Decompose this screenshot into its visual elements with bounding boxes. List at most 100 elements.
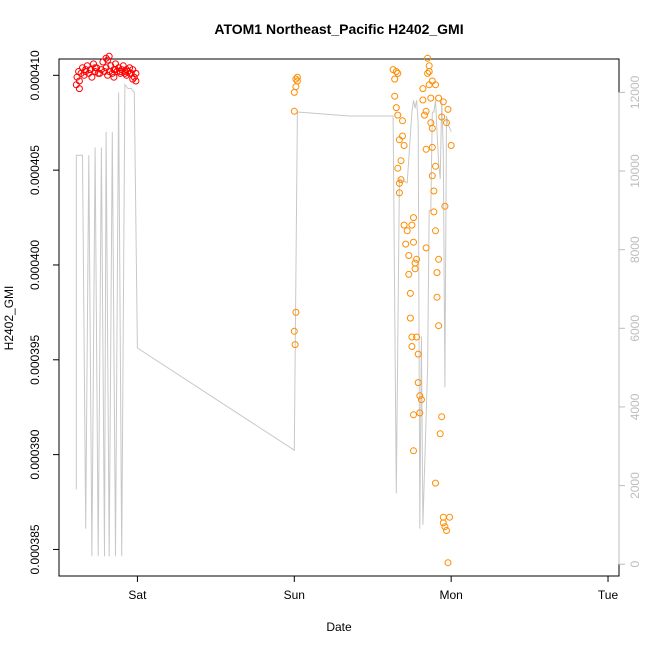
data-point-orange <box>410 214 417 222</box>
data-point-orange <box>414 379 422 387</box>
data-point-orange <box>447 142 455 149</box>
y-left-tick-label: 0.000400 <box>28 240 42 290</box>
data-point-red <box>86 66 94 74</box>
data-point-orange <box>413 333 421 341</box>
data-point-orange <box>435 322 443 330</box>
y-right-tick-label: 4000 <box>628 393 642 420</box>
altitude-line <box>75 83 452 557</box>
data-point-orange <box>410 411 417 419</box>
data-point-orange <box>408 343 416 350</box>
data-point-orange <box>400 142 408 149</box>
data-point-orange <box>403 227 411 235</box>
y-axis-label: H2402_GMI <box>2 286 16 351</box>
data-point-orange <box>428 124 436 132</box>
data-point-red <box>116 69 124 77</box>
data-point-red <box>116 68 124 75</box>
data-point-orange <box>392 104 400 112</box>
data-point-red <box>82 66 90 74</box>
data-point-orange <box>399 132 406 140</box>
data-point-orange <box>391 92 399 100</box>
data-point-orange <box>432 479 439 487</box>
data-point-orange <box>424 54 432 62</box>
x-axis: Sat Sun Mon Tue <box>128 576 618 602</box>
data-point-orange <box>291 341 299 349</box>
data-point-orange <box>421 111 428 119</box>
data-point-red <box>132 77 140 85</box>
data-point-red <box>104 71 112 79</box>
y-left-tick-label: 0.000385 <box>28 524 42 574</box>
x-tick-label: Sat <box>128 588 147 602</box>
data-point-orange <box>395 179 403 187</box>
data-point-orange <box>411 265 419 273</box>
data-point-orange <box>397 176 405 184</box>
y-right-tick-label: 8000 <box>628 236 642 263</box>
data-point-orange <box>408 221 416 229</box>
data-point-orange <box>428 172 436 180</box>
data-point-orange <box>419 96 427 104</box>
data-point-orange <box>439 98 447 106</box>
data-point-orange <box>290 327 298 335</box>
data-point-orange <box>399 117 406 125</box>
data-point-orange <box>417 396 425 404</box>
y-axis-right: 0 2000 4000 6000 8000 10000 12000 <box>618 75 642 568</box>
y-right-tick-label: 0 <box>628 561 642 568</box>
data-point-orange <box>408 333 416 341</box>
data-point-orange <box>432 162 439 170</box>
data-point-orange <box>416 409 424 417</box>
y-left-tick-label: 0.000395 <box>28 334 42 384</box>
data-point-orange <box>405 270 413 278</box>
data-point-orange <box>428 143 436 151</box>
data-point-orange <box>293 77 301 85</box>
data-point-orange <box>432 227 439 235</box>
y-axis-left: 0.000385 0.000390 0.000395 0.000400 0.000405… <box>28 50 59 574</box>
data-point-orange <box>435 255 443 263</box>
data-point-red <box>130 73 138 81</box>
data-point-orange <box>430 208 438 216</box>
data-point-orange <box>443 527 450 534</box>
x-axis-label: Date <box>326 620 352 634</box>
data-point-orange <box>430 187 438 195</box>
y-right-tick-label: 6000 <box>628 315 642 342</box>
data-point-orange <box>410 447 417 455</box>
data-point-orange <box>435 94 443 102</box>
data-point-orange <box>290 107 298 115</box>
data-point-red <box>110 73 118 81</box>
scatter-points-layer <box>72 52 455 567</box>
data-point-red <box>112 66 119 74</box>
data-point-orange <box>292 75 300 83</box>
y-left-tick-label: 0.000390 <box>28 429 42 479</box>
data-point-orange <box>444 105 452 113</box>
data-point-orange <box>441 523 449 531</box>
data-point-orange <box>416 392 424 400</box>
data-point-orange <box>422 145 430 153</box>
data-point-orange <box>400 221 408 229</box>
data-point-orange <box>395 189 403 197</box>
data-point-orange <box>406 314 414 322</box>
data-point-red <box>104 56 112 64</box>
chart-title: ATOM1 Northeast_Pacific H2402_GMI <box>214 21 463 37</box>
data-point-red <box>105 52 113 60</box>
data-point-red <box>121 68 129 75</box>
data-point-orange <box>405 252 413 259</box>
data-point-orange <box>436 430 444 438</box>
data-point-orange <box>444 559 452 567</box>
data-point-orange <box>394 111 402 119</box>
data-point-orange <box>397 157 405 165</box>
data-point-orange <box>422 107 430 115</box>
data-point-red <box>91 64 99 72</box>
data-point-orange <box>292 308 300 316</box>
data-point-orange <box>392 68 400 75</box>
data-point-orange <box>391 75 399 83</box>
data-point-orange <box>446 513 454 521</box>
data-point-orange <box>438 413 446 421</box>
data-point-orange <box>433 293 441 301</box>
data-point-orange <box>438 113 446 121</box>
data-point-red <box>75 77 83 85</box>
x-tick-label: Sun <box>284 588 305 602</box>
data-point-orange <box>443 119 450 127</box>
data-point-orange <box>427 94 435 102</box>
data-point-red <box>75 85 83 93</box>
y-right-tick-label: 12000 <box>628 75 642 109</box>
